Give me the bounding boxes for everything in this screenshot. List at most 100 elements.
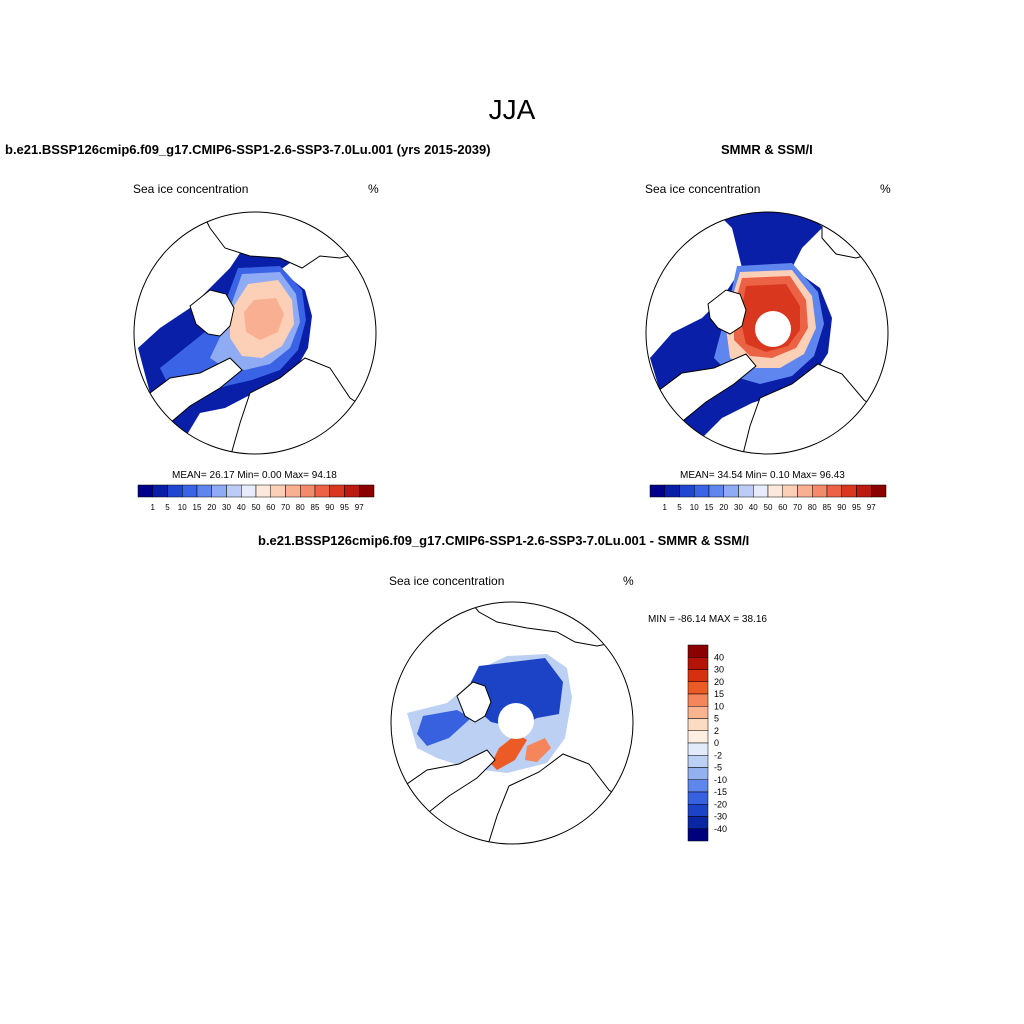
panel3-variable-label: Sea ice concentration	[389, 574, 505, 588]
panel3-colorbar-swatch	[687, 730, 709, 744]
panel1-colorbar-swatch	[300, 484, 316, 498]
panel1-colorbar-swatch	[196, 484, 212, 498]
panel3-title: b.e21.BSSP126cmip6.f09_g17.CMIP6-SSP1-2.…	[258, 533, 750, 548]
panel1-colorbar-swatch	[285, 484, 301, 498]
panel2-colorbar-tick-label: 10	[690, 503, 699, 512]
panel3-colorbar-tick-label: -30	[714, 812, 727, 822]
panel3-colorbar-tick-label: -15	[714, 787, 727, 797]
panel2-colorbar-swatch	[738, 484, 754, 498]
panel3-colorbar-swatch	[687, 816, 709, 829]
panel1-colorbar-tick-label: 20	[207, 503, 216, 512]
panel2-colorbar-tick-label: 20	[719, 503, 728, 512]
diff-region-positive	[491, 734, 527, 770]
panel2-colorbar-swatch	[679, 484, 695, 498]
panel2-colorbar-tick-label: 97	[867, 503, 876, 512]
panel1-colorbar-swatch	[211, 484, 227, 498]
panel3-colorbar-swatch	[687, 767, 709, 780]
map-boundary	[390, 601, 634, 845]
panel2-units-label: %	[880, 182, 891, 196]
panel1-title: b.e21.BSSP126cmip6.f09_g17.CMIP6-SSP1-2.…	[5, 142, 491, 157]
land-greenland	[189, 289, 235, 337]
panel3-colorbar-tick-label: -2	[714, 750, 722, 760]
panel2-colorbar-swatch	[871, 484, 887, 498]
panel1-stats: MEAN= 26.17 Min= 0.00 Max= 94.18	[172, 470, 337, 481]
panel3-colorbar-tick-label: -40	[714, 824, 727, 834]
panel3-stats: MIN = -86.14 MAX = 38.16	[648, 614, 767, 625]
panel2-colorbar-swatch	[694, 484, 710, 498]
panel3-colorbar-tick-label: -10	[714, 775, 727, 785]
panel1-colorbar-tick-label: 95	[340, 503, 349, 512]
panel1-colorbar-swatch	[270, 484, 286, 498]
land-siberia-north	[821, 212, 888, 259]
panel1-colorbar-swatch	[152, 484, 168, 498]
panel2-colorbar: 1 5 10 15 20 30 40 50 60 70 80 85 90 95 97	[649, 484, 887, 512]
panel2-colorbar-swatch	[753, 484, 769, 498]
panel3-colorbar-swatch	[687, 693, 709, 707]
panel2-colorbar-swatch	[841, 484, 857, 498]
panel2-colorbar-tick-label: 90	[837, 503, 846, 512]
panel2-colorbar-tick-label: 1	[663, 503, 668, 512]
panel2-colorbar-tick-label: 95	[852, 503, 861, 512]
panel1-colorbar-tick-label: 60	[266, 503, 275, 512]
panel2-colorbar-tick-label: 50	[764, 503, 773, 512]
panel3-colorbar-swatch	[687, 718, 709, 731]
panel2-title: SMMR & SSM/I	[721, 142, 813, 157]
panel3-colorbar-tick-label: -20	[714, 799, 727, 809]
panel1-colorbar-swatch	[226, 484, 242, 498]
panel1-variable-label: Sea ice concentration	[133, 182, 249, 196]
panel3-polar-map	[390, 601, 634, 845]
panel3-colorbar-swatch	[687, 657, 709, 670]
panel3-colorbar-swatch	[687, 681, 709, 695]
panel2-colorbar-tick-label: 85	[823, 503, 832, 512]
panel2-colorbar-swatch	[649, 484, 665, 498]
diff-region-mid-negative	[417, 710, 471, 746]
panel1-colorbar-tick-label: 1	[151, 503, 156, 512]
panel1-colorbar-swatch	[182, 484, 198, 498]
panel2-colorbar-tick-label: 40	[749, 503, 758, 512]
panel3-colorbar-swatch	[687, 742, 709, 756]
panel3-colorbar-swatch	[687, 644, 709, 658]
panel2-stats: MEAN= 34.54 Min= 0.10 Max= 96.43	[680, 470, 845, 481]
panel2-colorbar-swatch	[856, 484, 872, 498]
panel3-colorbar-swatch	[687, 706, 709, 719]
panel2-colorbar-tick-label: 70	[793, 503, 802, 512]
panel1-units-label: %	[368, 182, 379, 196]
pole-hole	[755, 311, 791, 347]
panel2-colorbar-tick-label: 60	[778, 503, 787, 512]
panel1-colorbar-tick-label: 15	[193, 503, 202, 512]
panel3-colorbar-tick-label: 30	[714, 665, 724, 675]
panel3-colorbar-swatch	[687, 791, 709, 805]
panel1-colorbar-swatch	[359, 484, 375, 498]
panel3-units-label: %	[623, 574, 634, 588]
panel1-colorbar-tick-label: 90	[325, 503, 334, 512]
panel2-polar-map	[645, 211, 889, 455]
ice-region-peak	[244, 298, 284, 340]
panel3-colorbar-swatch	[687, 804, 709, 817]
panel1-colorbar-swatch	[344, 484, 360, 498]
diff-region-light-positive	[525, 738, 551, 762]
pole-hole	[498, 703, 534, 739]
panel2-colorbar-swatch	[797, 484, 813, 498]
panel3-colorbar-tick-label: 20	[714, 677, 724, 687]
panel2-colorbar-tick-label: 30	[734, 503, 743, 512]
panel1-colorbar-swatch	[255, 484, 271, 498]
panel3-colorbar-swatch	[687, 669, 709, 682]
panel2-colorbar-tick-label: 80	[808, 503, 817, 512]
panel2-colorbar-swatch	[782, 484, 798, 498]
panel3-colorbar-swatch	[687, 755, 709, 768]
panel3-colorbar-tick-label: -5	[714, 763, 722, 773]
panel1-polar-map	[133, 211, 377, 455]
land-greenland	[707, 289, 747, 335]
panel1-colorbar-tick-label: 5	[165, 503, 170, 512]
panel3-colorbar-swatch	[687, 828, 709, 842]
panel1-colorbar-tick-label: 50	[252, 503, 261, 512]
panel3-colorbar-swatch	[687, 779, 709, 793]
panel3-colorbar-tick-label: 5	[714, 714, 719, 724]
panel2-colorbar-swatch	[826, 484, 842, 498]
panel1-colorbar-tick-label: 10	[178, 503, 187, 512]
panel1-colorbar-tick-label: 97	[355, 503, 364, 512]
main-title: JJA	[488, 94, 536, 125]
panel1-colorbar-swatch	[167, 484, 183, 498]
map-boundary	[133, 211, 377, 455]
